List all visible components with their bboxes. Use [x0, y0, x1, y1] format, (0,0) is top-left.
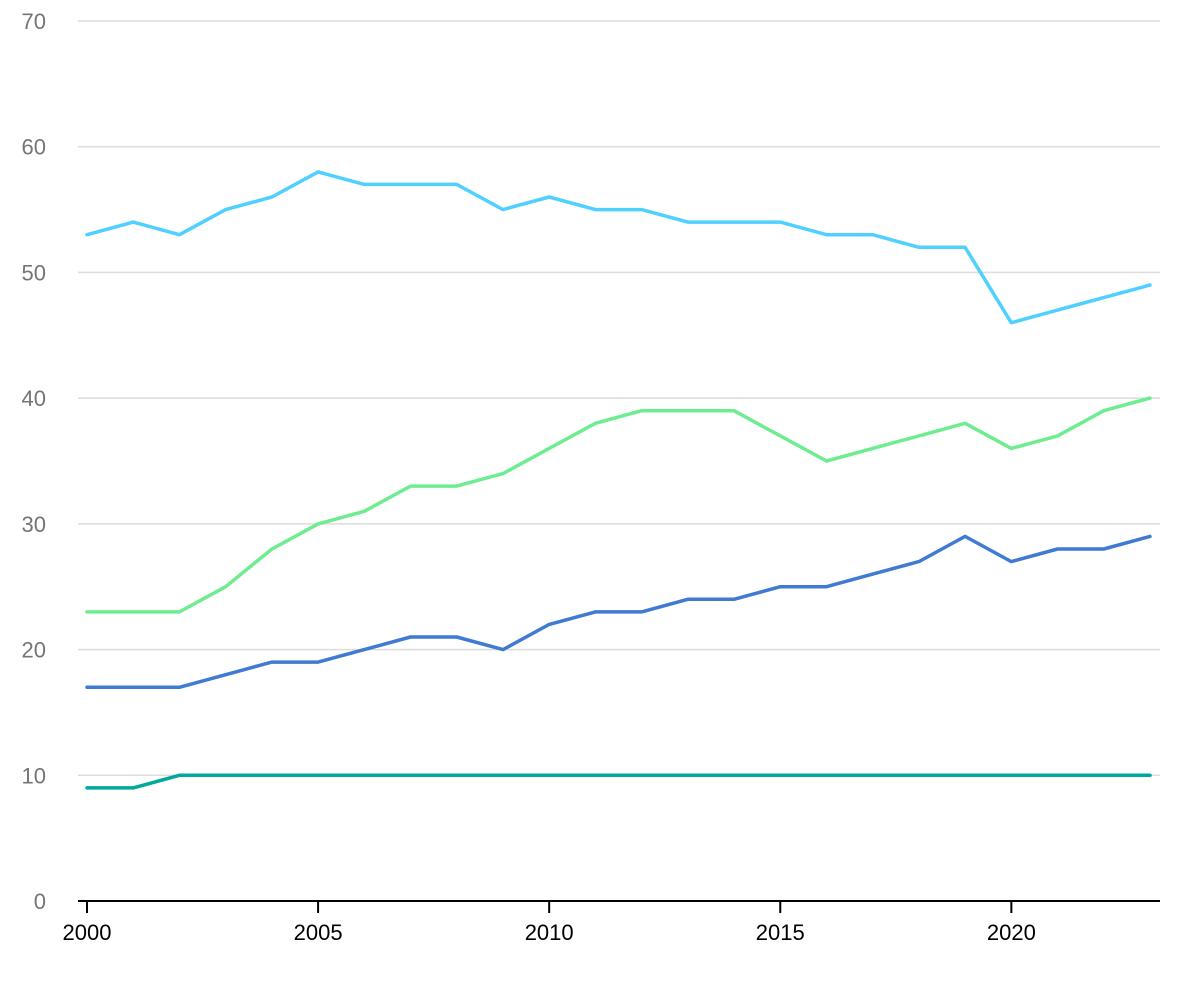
y-tick-label-0: 0: [34, 889, 46, 914]
x-tick-label-2005: 2005: [294, 920, 343, 945]
x-axis: 2000 2005 2010 2015 2020: [63, 900, 1160, 945]
y-tick-label-40: 40: [22, 386, 46, 411]
series-line-2: [85, 396, 1152, 614]
y-tick-label-50: 50: [22, 260, 46, 285]
x-tick-label-2015: 2015: [756, 920, 805, 945]
y-tick-label-70: 70: [22, 9, 46, 34]
y-tick-label-60: 60: [22, 135, 46, 160]
x-tick-label-2000: 2000: [63, 920, 112, 945]
y-axis-tick-labels: 0 10 20 30 40 50 60 70: [22, 9, 46, 914]
y-tick-label-20: 20: [22, 638, 46, 663]
y-tick-label-30: 30: [22, 512, 46, 537]
series-lines: [85, 170, 1152, 790]
y-tick-label-10: 10: [22, 763, 46, 788]
grid-lines: [78, 20, 1160, 777]
x-tick-label-2010: 2010: [525, 920, 574, 945]
series-line-1: [85, 170, 1152, 325]
series-line-3: [85, 534, 1152, 690]
x-tick-label-2020: 2020: [987, 920, 1036, 945]
series-line-4: [85, 773, 1152, 790]
